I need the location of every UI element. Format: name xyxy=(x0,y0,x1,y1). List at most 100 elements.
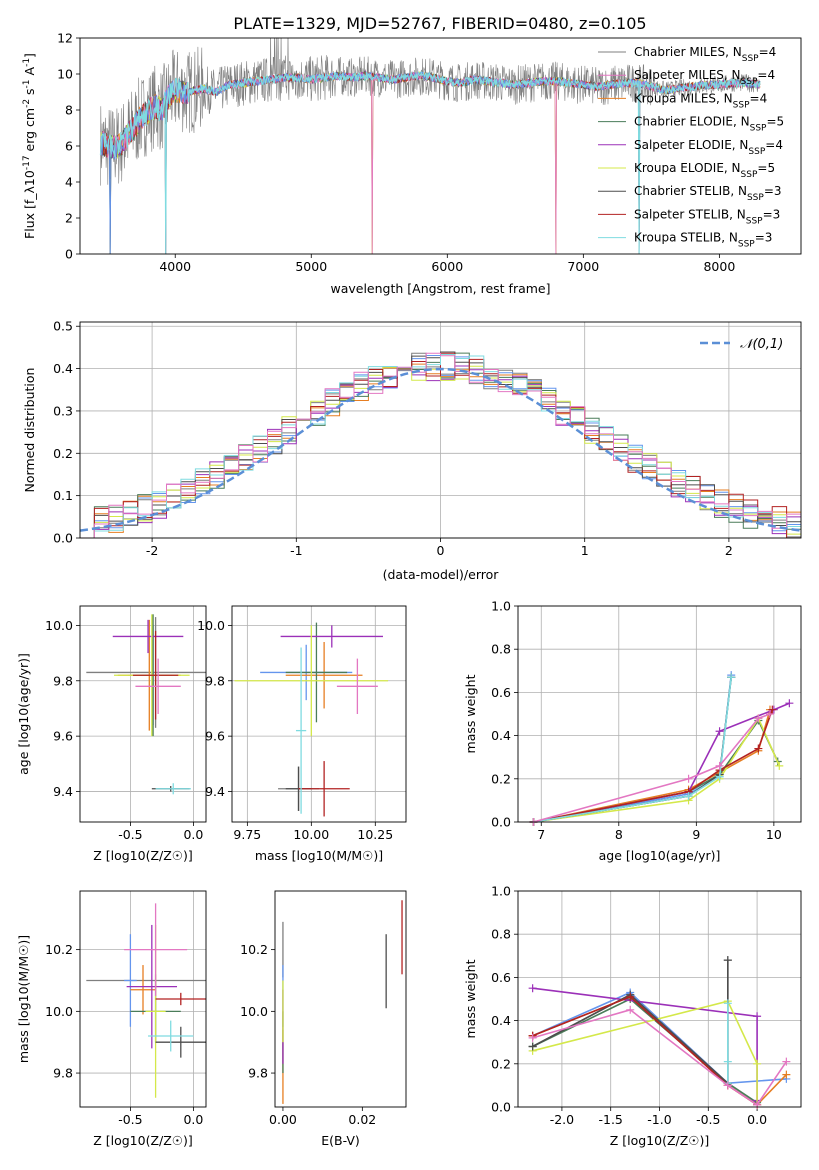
y-axis-label: Normed distribution xyxy=(22,368,37,493)
legend-label: 𝒩(0,1) xyxy=(740,337,783,352)
y-tick-label: 0.1 xyxy=(53,488,73,503)
x-tick-label: 2 xyxy=(725,543,733,558)
errorbars xyxy=(86,614,206,795)
axes-frame xyxy=(517,890,802,1108)
x-axis-label: wavelength [Angstrom, rest frame] xyxy=(330,281,550,296)
y-tick-label: 9.4 xyxy=(205,784,225,799)
x-tick-label: 0.02 xyxy=(348,1112,376,1127)
x-tick-label: 5000 xyxy=(295,259,327,274)
y-tick-label: 0.6 xyxy=(491,685,511,700)
model-spectrum xyxy=(99,70,761,254)
spectra xyxy=(99,38,761,254)
age-vs-mass-panel: 9.75 10.00 10.25 9.4 9.6 9.8 10.0 mass [log10(M… xyxy=(197,605,407,863)
y-tick-label: 0.6 xyxy=(491,970,511,985)
y-tick-label: 0.2 xyxy=(491,1056,511,1071)
y-tick-label: 0.2 xyxy=(491,771,511,786)
x-tick-label: -0.5 xyxy=(696,1112,720,1127)
marker xyxy=(753,1059,762,1068)
axes-frame xyxy=(231,605,407,823)
y-axis-label: age [log10(age/yr)] xyxy=(16,653,31,775)
x-tick-label: -1.5 xyxy=(599,1112,623,1127)
y-tick-label: 0.0 xyxy=(53,531,73,546)
marker xyxy=(723,1057,732,1066)
marker xyxy=(528,1042,537,1051)
y-axis-label: mass weight xyxy=(463,959,478,1038)
y-tick-label: 0.4 xyxy=(53,361,73,376)
marker xyxy=(754,714,763,723)
x-tick-label: 9 xyxy=(692,827,700,842)
y-tick-label: 10.2 xyxy=(240,942,268,957)
x-tick-label: 10 xyxy=(766,827,782,842)
y-tick-label: 10.0 xyxy=(197,618,225,633)
marker xyxy=(723,1081,732,1090)
x-tick-label: 8000 xyxy=(703,259,735,274)
x-tick-label: 8 xyxy=(615,827,623,842)
y-tick-label: 1.0 xyxy=(491,884,511,899)
y-tick-label: 0.8 xyxy=(491,927,511,942)
y-tick-label: 12 xyxy=(57,31,73,46)
marker xyxy=(715,772,724,781)
y-tick-label: 10.2 xyxy=(45,942,73,957)
y-tick-label: 9.8 xyxy=(205,673,225,688)
x-axis-label: age [log10(age/yr)] xyxy=(599,848,721,863)
errorbars xyxy=(86,903,206,1098)
histogram-series xyxy=(80,354,801,538)
massweight-line xyxy=(533,675,732,823)
massweight-line xyxy=(533,677,732,823)
legend-label: Kroupa MILES, NSSP=4 xyxy=(634,91,767,110)
mass-vs-z-panel: -0.5 0.0 9.8 10.0 10.2 Z [log10(Z/Z☉)] mass [l… xyxy=(16,890,207,1148)
x-tick-label: 4000 xyxy=(159,259,191,274)
errorbars xyxy=(282,900,403,1104)
marker xyxy=(785,699,794,708)
y-axis-label: mass weight xyxy=(463,674,478,753)
axes-frame xyxy=(79,890,207,1108)
marker xyxy=(684,774,693,783)
legend-label: Salpeter STELIB, NSSP=3 xyxy=(634,207,780,226)
x-axis-label: Z [log10(Z/Z☉)] xyxy=(610,1133,710,1148)
histograms xyxy=(80,351,801,538)
x-axis-label: E(B-V) xyxy=(321,1133,360,1148)
y-tick-label: 1.0 xyxy=(491,599,511,614)
axes-frame xyxy=(517,605,802,823)
y-axis-label: Flux [f_λ10-17 erg cm-2 s-1 A-1] xyxy=(22,53,37,239)
y-tick-label: 10.0 xyxy=(45,618,73,633)
legend: Chabrier MILES, NSSP=4 Salpeter MILES, NS… xyxy=(598,45,784,250)
x-tick-label: 0.0 xyxy=(747,1112,767,1127)
spectrum-panel: 4000 5000 6000 7000 8000 0 2 4 6 8 10 12 wavelength … xyxy=(22,31,802,296)
y-tick-label: 9.8 xyxy=(248,1066,268,1081)
y-tick-label: 9.8 xyxy=(53,1066,73,1081)
legend-label: Kroupa STELIB, NSSP=3 xyxy=(634,231,772,250)
y-tick-label: 0.5 xyxy=(53,319,73,334)
axes-frame xyxy=(79,605,207,823)
marker xyxy=(528,984,537,993)
x-tick-label: 10.25 xyxy=(357,827,393,842)
massweight-line xyxy=(532,995,758,1106)
y-tick-label: 10 xyxy=(57,67,73,82)
x-tick-label: 7 xyxy=(537,827,545,842)
x-tick-label: 9.75 xyxy=(233,827,261,842)
x-tick-label: -2.0 xyxy=(550,1112,574,1127)
marker xyxy=(715,761,724,770)
marker xyxy=(782,1057,791,1066)
y-tick-label: 0.4 xyxy=(491,1013,511,1028)
massweight-line xyxy=(532,1000,758,1105)
x-tick-label: -2 xyxy=(146,543,158,558)
age-vs-z-panel: -0.5 0.0 9.4 9.6 9.8 10.0 Z [log10(Z/Z☉)] age [… xyxy=(16,605,207,863)
massweight-line xyxy=(533,716,781,823)
massweight-line xyxy=(533,677,732,823)
x-tick-label: -0.5 xyxy=(118,1112,142,1127)
massweight-vs-z-panel: -2.0 -1.5 -1.0 -0.5 0.0 0.0 0.2 0.4 0.6 0.8 1.0 Z [… xyxy=(463,884,802,1148)
marker xyxy=(626,992,635,1001)
y-axis-label: mass [log10(M/M☉)] xyxy=(16,935,31,1063)
massweight-line xyxy=(533,677,732,823)
y-tick-label: 0.4 xyxy=(491,728,511,743)
y-tick-label: 2 xyxy=(65,211,73,226)
legend-label: Chabrier MILES, NSSP=4 xyxy=(634,45,776,64)
histogram-series xyxy=(80,351,801,538)
marker xyxy=(768,705,777,714)
marker xyxy=(753,1012,762,1021)
legend-label: Salpeter MILES, NSSP=4 xyxy=(634,68,775,87)
marker xyxy=(765,710,774,718)
x-tick-label: 0.0 xyxy=(183,1112,203,1127)
marker xyxy=(775,761,784,770)
